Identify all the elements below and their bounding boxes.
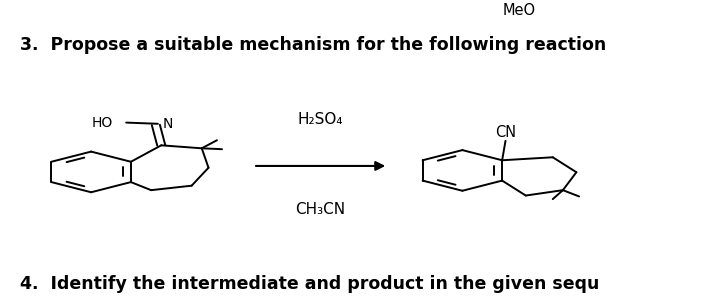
- Text: H₂SO₄: H₂SO₄: [298, 112, 343, 127]
- Text: MeO: MeO: [503, 3, 536, 18]
- Text: 3.  Propose a suitable mechanism for the following reaction: 3. Propose a suitable mechanism for the …: [20, 36, 606, 54]
- Text: CN: CN: [495, 125, 517, 140]
- Text: 4.  Identify the intermediate and product in the given sequ: 4. Identify the intermediate and product…: [20, 275, 600, 293]
- Text: HO: HO: [91, 116, 112, 129]
- Text: CH₃CN: CH₃CN: [296, 202, 346, 217]
- Text: N: N: [163, 117, 173, 131]
